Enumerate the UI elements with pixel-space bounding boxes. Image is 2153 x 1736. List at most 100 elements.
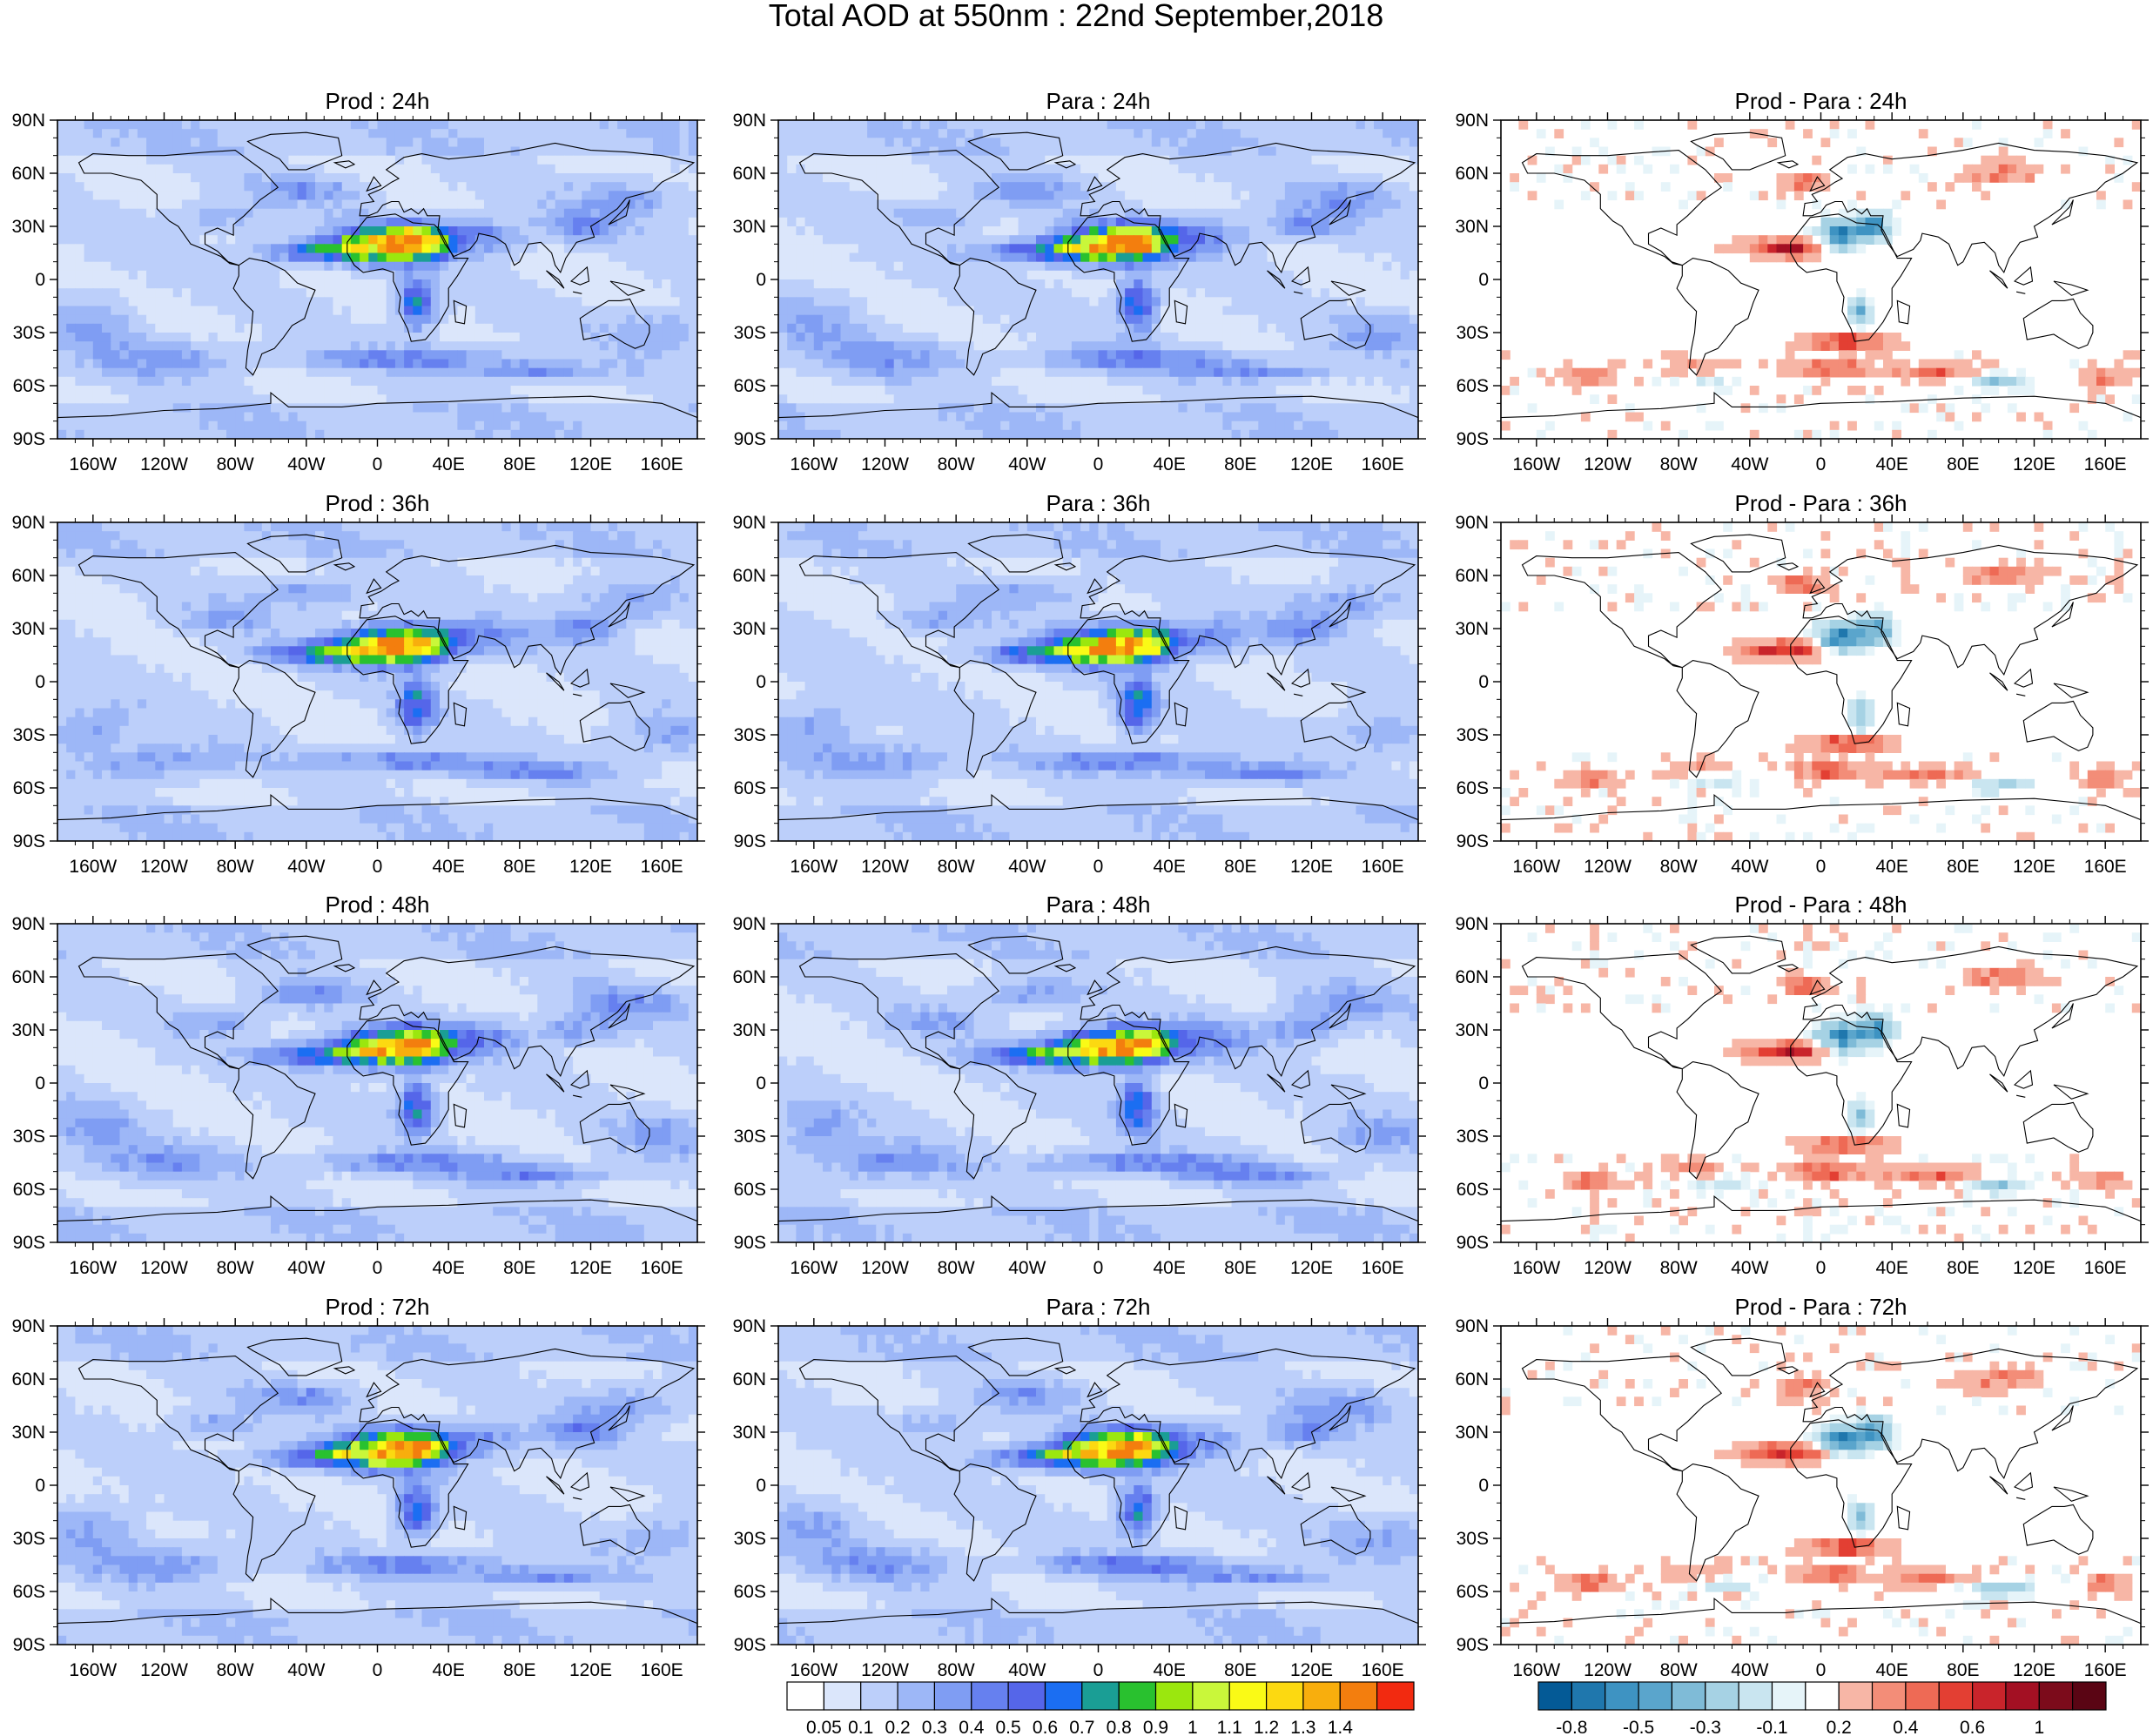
- aod-cell: [279, 314, 289, 325]
- aod-cell: [1098, 270, 1108, 280]
- aod-cell: [635, 164, 645, 174]
- aod-cell: [448, 164, 458, 174]
- aod-cell: [199, 297, 210, 307]
- aod-cell: [992, 191, 1001, 201]
- aod-cell: [1258, 164, 1268, 174]
- aod-cell: [537, 386, 548, 395]
- aod-cell: [1205, 244, 1214, 254]
- aod-cell: [448, 333, 458, 342]
- aod-cell: [1009, 182, 1019, 192]
- aod-cell: [573, 164, 582, 174]
- aod-cell: [582, 367, 592, 378]
- aod-cell: [858, 191, 868, 201]
- aod-cell: [181, 333, 192, 342]
- aod-cell: [902, 367, 912, 378]
- aod-cell: [297, 350, 307, 360]
- aod-cell: [796, 306, 806, 316]
- aod-cell: [867, 314, 877, 325]
- aod-cell: [1258, 208, 1268, 219]
- aod-cell: [1080, 350, 1090, 360]
- aod-cell: [1231, 164, 1241, 174]
- aod-cell: [796, 279, 806, 289]
- aod-cell: [1018, 226, 1028, 236]
- aod-cell: [1080, 173, 1090, 183]
- aod-cell: [938, 199, 948, 210]
- aod-cell: [1169, 199, 1179, 210]
- aod-cell: [1151, 164, 1161, 174]
- aod-cell: [555, 367, 565, 378]
- aod-cell: [1195, 341, 1206, 351]
- aod-cell: [474, 244, 485, 254]
- aod-cell: [75, 191, 85, 201]
- aod-cell: [128, 146, 138, 157]
- aod-cell: [368, 421, 379, 431]
- aod-cell: [413, 191, 423, 201]
- aod-cell: [1195, 367, 1206, 378]
- aod-cell: [1151, 191, 1161, 201]
- aod-cell: [404, 182, 414, 192]
- aod-cell: [956, 164, 965, 174]
- aod-cell: [608, 314, 618, 325]
- aod-cell: [208, 429, 219, 439]
- aod-cell: [261, 403, 272, 414]
- aod-cell: [1187, 208, 1197, 219]
- aod-cell: [288, 333, 299, 342]
- aod-cell: [137, 288, 147, 298]
- aod-cell: [288, 323, 299, 333]
- aod-cell: [831, 323, 842, 333]
- aod-cell: [537, 155, 548, 165]
- aod-cell: [1009, 270, 1019, 280]
- aod-cell: [893, 376, 904, 387]
- aod-cell: [1045, 270, 1055, 280]
- aod-cell: [956, 173, 965, 183]
- aod-cell: [217, 314, 227, 325]
- aod-cell: [1178, 341, 1188, 351]
- aod-cell: [288, 155, 299, 165]
- aod-cell: [1347, 306, 1357, 316]
- aod-cell: [92, 164, 103, 174]
- aod-cell: [1374, 217, 1383, 227]
- aod-cell: [324, 164, 334, 174]
- aod-cell: [430, 208, 441, 219]
- aod-cell: [635, 252, 645, 263]
- aod-cell: [563, 129, 574, 138]
- aod-cell: [688, 350, 697, 360]
- aod-cell: [555, 376, 565, 387]
- aod-cell: [1080, 138, 1090, 148]
- aod-cell: [1089, 314, 1100, 325]
- aod-cell: [315, 394, 325, 404]
- aod-cell: [1107, 306, 1117, 316]
- aod-cell: [1275, 350, 1286, 360]
- aod-cell: [350, 341, 360, 351]
- aod-cell: [1115, 288, 1126, 298]
- aod-cell: [1364, 314, 1375, 325]
- aod-cell: [1240, 235, 1250, 245]
- aod-cell: [1045, 261, 1055, 272]
- aod-cell: [555, 421, 565, 431]
- aod-cell: [867, 350, 877, 360]
- aod-cell: [404, 367, 414, 378]
- aod-cell: [573, 146, 582, 157]
- aod-cell: [466, 199, 476, 210]
- aod-cell: [804, 208, 815, 219]
- aod-cell: [902, 314, 912, 325]
- coastline: [608, 199, 630, 225]
- aod-cell: [1205, 350, 1214, 360]
- aod-cell: [1187, 164, 1197, 174]
- aod-cell: [653, 155, 663, 165]
- aod-cell: [92, 279, 103, 289]
- aod-cell: [1347, 333, 1357, 342]
- aod-cell: [1205, 129, 1214, 138]
- aod-cell: [333, 421, 343, 431]
- aod-cell: [1080, 226, 1090, 236]
- aod-cell: [324, 359, 334, 369]
- aod-cell: [519, 138, 529, 148]
- aod-cell: [474, 306, 485, 316]
- aod-cell: [1364, 129, 1375, 138]
- aod-cell: [858, 297, 868, 307]
- aod-cell: [1400, 235, 1410, 245]
- aod-cell: [626, 155, 636, 165]
- aod-cell: [217, 288, 227, 298]
- aod-cell: [1249, 306, 1259, 316]
- aod-cell: [199, 386, 210, 395]
